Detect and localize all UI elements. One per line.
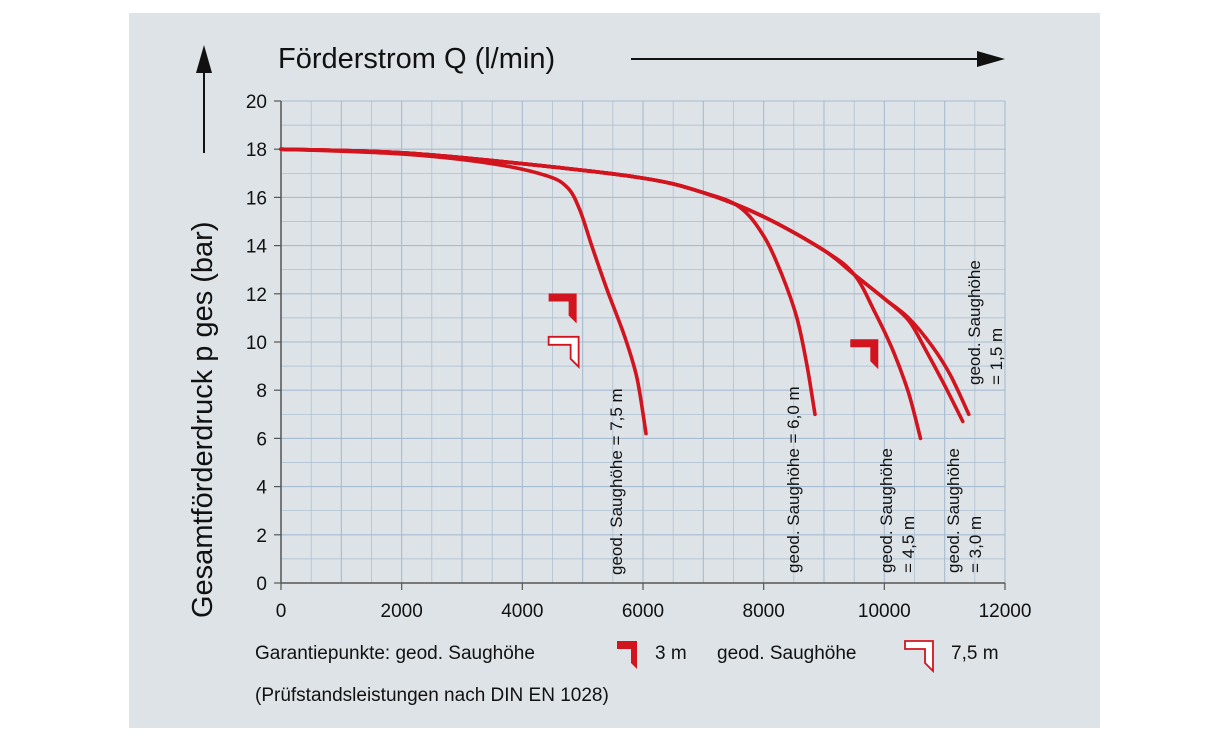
- y-tick-label: 8: [256, 381, 267, 402]
- guarantee-markers: [547, 293, 879, 370]
- y-tick-labels: 0 2 4 6 8 10 12 14 16 18 20: [246, 92, 281, 595]
- x-tick-label: 0: [276, 601, 287, 622]
- y-tick-label: 0: [256, 574, 267, 595]
- curve-label-5: geod. Saughöhe = 1,5 m: [965, 260, 1006, 385]
- y-tick-label: 12: [246, 285, 267, 306]
- x-tick-labels: 0 2000 4000 6000 8000 10000 12000: [276, 583, 1032, 622]
- x-tick-label: 6000: [622, 601, 664, 622]
- curve-label-4: geod. Saughöhe = 3,0 m: [944, 448, 985, 573]
- x-tick-label: 12000: [979, 601, 1032, 622]
- curve-label-3: geod. Saughöhe = 4,5 m: [877, 448, 918, 573]
- x-tick-label: 2000: [381, 601, 423, 622]
- legend-open-marker-icon: [904, 640, 934, 674]
- y-axis-arrowhead-icon: [196, 45, 212, 73]
- chart-svg: 0 2 4 6 8 10 12 14 16 18 20 0 2000 4000 6000 8000 10000…: [187, 43, 1032, 706]
- curve-label-line: geod. Saughöhe: [965, 260, 984, 385]
- guarantee-filled-marker-icon: [850, 339, 879, 370]
- y-tick-label: 10: [246, 333, 267, 354]
- curve-labels: geod. Saughöhe = 7,5 m geod. Saughöhe = 6…: [607, 260, 1006, 575]
- grid: [280, 100, 1006, 584]
- guarantee-filled-marker-icon: [548, 293, 577, 324]
- legend-item1-label: 3 m: [655, 643, 687, 664]
- curve-label-line: geod. Saughöhe = 6,0 m: [784, 386, 803, 573]
- curve-label-line: = 1,5 m: [987, 328, 1006, 385]
- x-tick-label: 8000: [743, 601, 785, 622]
- y-tick-label: 2: [256, 526, 267, 547]
- x-tick-label: 4000: [501, 601, 543, 622]
- curve-label-line: geod. Saughöhe: [877, 448, 896, 573]
- y-axis-title: Gesamtförderdruck p ges (bar): [187, 222, 219, 618]
- y-tick-label: 18: [246, 140, 267, 161]
- y-tick-label: 16: [246, 188, 267, 209]
- curve-label-line: = 4,5 m: [899, 516, 918, 573]
- curve-label-line: = 3,0 m: [966, 516, 985, 573]
- footnote: (Prüfstandsleistungen nach DIN EN 1028): [255, 685, 609, 706]
- legend-middle-text: geod. Saughöhe: [717, 643, 856, 664]
- y-tick-label: 20: [246, 92, 267, 113]
- y-tick-label: 14: [246, 237, 268, 258]
- guarantee-open-marker-icon: [547, 335, 580, 369]
- pump-curve-2: [279, 147, 817, 417]
- legend-prefix: Garantiepunkte: geod. Saughöhe: [255, 643, 535, 664]
- x-axis-arrowhead-icon: [977, 51, 1005, 67]
- y-tick-label: 4: [256, 478, 267, 499]
- chart-panel: 0 2 4 6 8 10 12 14 16 18 20 0 2000 4000 6000 8000 10000…: [129, 13, 1100, 728]
- legend-item2-label: 7,5 m: [951, 643, 999, 664]
- curve-label-2: geod. Saughöhe = 6,0 m: [784, 386, 803, 573]
- curve-label-line: geod. Saughöhe: [944, 448, 963, 573]
- pump-curve-5: [279, 147, 971, 417]
- x-axis-title: Förderstrom Q (l/min): [278, 43, 555, 75]
- x-tick-label: 10000: [858, 601, 911, 622]
- legend-filled-marker-icon: [617, 641, 637, 669]
- y-tick-label: 6: [256, 429, 267, 450]
- curves: [279, 147, 971, 441]
- curve-label-line: geod. Saughöhe = 7,5 m: [607, 388, 626, 575]
- pump-curve-1: [279, 147, 648, 436]
- curve-label-1: geod. Saughöhe = 7,5 m: [607, 388, 626, 575]
